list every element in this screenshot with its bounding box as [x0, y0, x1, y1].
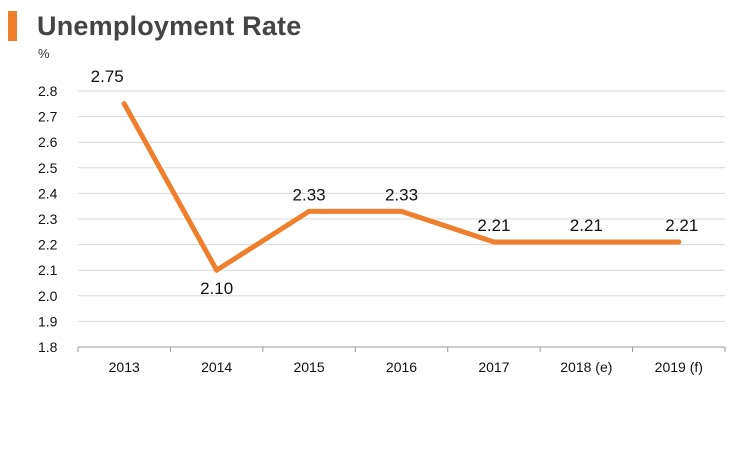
y-tick-label: 1.8: [38, 339, 58, 355]
y-tick-label: 2.2: [38, 237, 58, 253]
y-axis-unit-label: %: [38, 46, 50, 61]
x-tick-label: 2013: [109, 359, 140, 375]
data-point: [583, 239, 589, 245]
data-point: [121, 101, 127, 107]
data-point: [306, 208, 312, 214]
chart-title-block: Unemployment Rate: [8, 10, 301, 42]
data-label: 2.75: [91, 67, 124, 86]
y-tick-label: 2.4: [38, 185, 58, 201]
y-tick-label: 2.6: [38, 134, 58, 150]
data-labels: 2.75 2.10 2.33 2.33 2.21 2.21 2.21: [91, 67, 699, 298]
y-tick-label: 2.7: [38, 109, 58, 125]
data-label: 2.10: [200, 279, 233, 298]
y-tick-label: 2.1: [38, 262, 58, 278]
grid-lines: [78, 90, 725, 348]
title-accent-bar: [8, 11, 17, 41]
x-tick-label: 2018 (e): [560, 359, 612, 375]
data-point: [214, 267, 220, 273]
series-layer: [121, 101, 682, 273]
x-tick-label: 2017: [478, 359, 509, 375]
data-point: [399, 208, 404, 214]
data-point: [491, 239, 497, 245]
y-tick-label: 1.9: [38, 313, 58, 329]
x-tick-label: 2015: [293, 359, 324, 375]
y-tick-label: 2.8: [38, 83, 58, 99]
data-label: 2.33: [385, 185, 418, 204]
data-label: 2.21: [477, 216, 510, 235]
data-label: 2.33: [293, 185, 326, 204]
data-point: [676, 239, 682, 245]
data-label: 2.21: [570, 216, 603, 235]
x-tick-label: 2016: [386, 359, 417, 375]
chart-title: Unemployment Rate: [37, 10, 302, 41]
y-axis-ticks: 1.8 1.9 2.0 2.1 2.2 2.3 2.4 2.5 2.6 2.7 2.8: [38, 83, 58, 355]
data-label: 2.21: [665, 216, 698, 235]
y-tick-label: 2.3: [38, 211, 58, 227]
x-tick-label: 2019 (f): [655, 359, 703, 375]
y-tick-label: 2.0: [38, 288, 58, 304]
y-tick-label: 2.5: [38, 160, 58, 176]
x-tick-label: 2014: [201, 359, 232, 375]
x-axis-ticks: 2013 2014 2015 2016 2017 2018 (e) 2019 (f): [77, 347, 726, 375]
